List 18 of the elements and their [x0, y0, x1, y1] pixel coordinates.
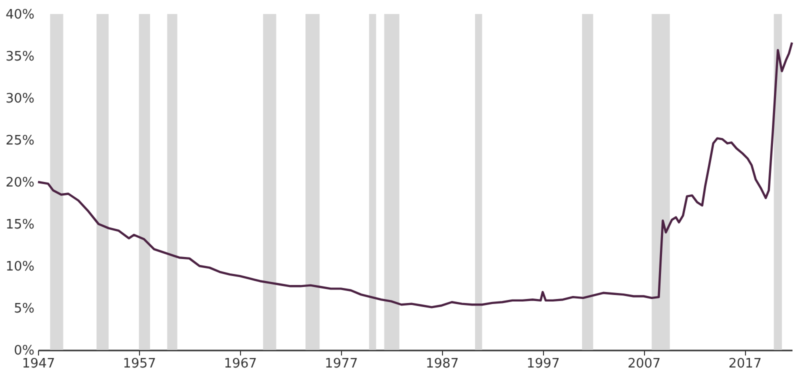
y-tick-label: 5% — [14, 302, 34, 316]
x-tick-label: 1947 — [22, 356, 56, 372]
y-tick-label: 40% — [6, 8, 34, 22]
y-tick-label: 35% — [6, 50, 34, 64]
x-tick-label: 2007 — [628, 356, 661, 372]
y-tick-label: 20% — [6, 176, 34, 190]
y-tick-label: 15% — [6, 218, 34, 232]
x-tick-label: 1987 — [426, 356, 459, 372]
y-tick-label: 0% — [14, 344, 34, 358]
y-tick-label: 10% — [6, 260, 34, 274]
y-tick-label: 30% — [6, 92, 34, 106]
x-tick-label: 2017 — [728, 356, 762, 372]
x-tick-label: 1997 — [526, 356, 560, 372]
x-tick-label: 1967 — [224, 356, 257, 372]
line-series — [36, 41, 794, 308]
x-tick-label: 1957 — [122, 356, 156, 372]
x-tick-label: 1977 — [324, 356, 358, 372]
y-tick-label: 25% — [6, 134, 34, 148]
